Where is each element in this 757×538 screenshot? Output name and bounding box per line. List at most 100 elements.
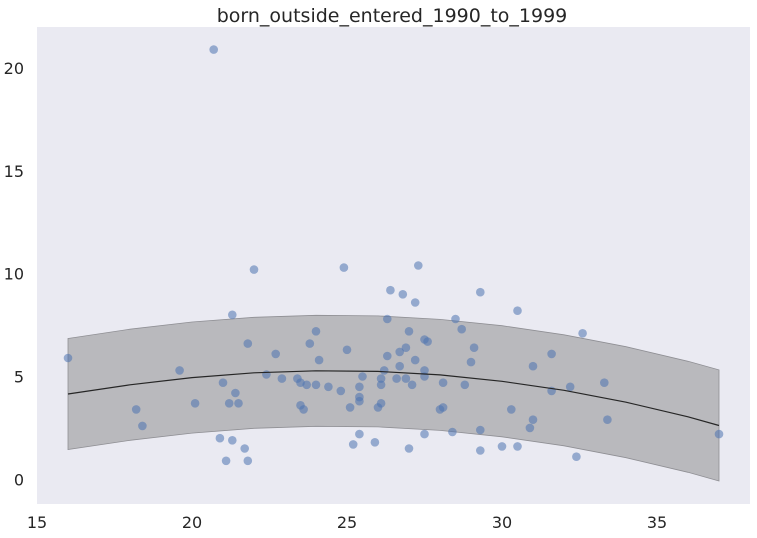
data-point [401, 343, 411, 353]
y-tick-label: 10 [4, 265, 24, 284]
data-points-layer [63, 45, 724, 466]
data-point [438, 403, 448, 412]
data-point [324, 382, 333, 392]
data-point [234, 399, 243, 408]
data-point [401, 374, 411, 383]
data-point [190, 399, 200, 408]
confidence-band [67, 314, 720, 482]
data-point [513, 442, 522, 451]
data-point [243, 456, 253, 466]
data-point [311, 380, 321, 390]
data-point [392, 374, 401, 383]
data-point [228, 436, 237, 445]
data-point [383, 314, 392, 324]
data-point [513, 306, 522, 316]
data-point [497, 442, 507, 451]
data-point [600, 378, 609, 388]
data-point [460, 380, 470, 390]
y-tick-label: 15 [4, 162, 24, 181]
data-point [603, 415, 612, 425]
data-point [376, 380, 386, 390]
data-point [451, 314, 460, 324]
data-point [358, 372, 367, 381]
fit-line [67, 370, 720, 427]
data-point [457, 324, 467, 334]
data-point [410, 298, 420, 307]
data-point [414, 261, 423, 270]
data-point [438, 378, 448, 388]
data-point [578, 329, 587, 338]
data-point [395, 361, 405, 371]
data-point [376, 399, 386, 408]
data-point [314, 355, 324, 365]
data-point [448, 427, 457, 437]
data-point [407, 380, 417, 390]
data-point [311, 327, 321, 336]
data-point [476, 287, 485, 297]
data-point [383, 351, 392, 361]
x-tick-label: 25 [337, 513, 357, 532]
data-point [379, 366, 389, 375]
data-point [355, 429, 364, 439]
data-point [398, 290, 408, 299]
data-point [131, 405, 141, 414]
data-point [302, 380, 312, 390]
data-point [528, 361, 538, 371]
fit-line-layer [67, 370, 720, 427]
y-tick-label: 0 [14, 470, 24, 489]
data-point [355, 392, 364, 402]
data-point [507, 405, 516, 414]
data-point [336, 386, 346, 396]
data-point [299, 405, 308, 414]
data-point [243, 339, 253, 348]
data-point [476, 425, 485, 435]
data-point [342, 345, 352, 355]
x-tick-label: 30 [492, 513, 512, 532]
data-point [339, 263, 349, 272]
data-point [370, 438, 380, 447]
data-point [714, 429, 724, 439]
data-point [376, 374, 386, 383]
x-axis-ticks: 15 20 25 30 35 [27, 513, 667, 532]
x-tick-label: 15 [27, 513, 47, 532]
data-point [345, 403, 355, 412]
data-point [528, 415, 538, 425]
data-point [348, 440, 358, 449]
data-point [277, 374, 287, 383]
x-tick-label: 35 [647, 513, 667, 532]
data-point [215, 433, 225, 443]
data-point [466, 357, 476, 367]
data-point [175, 366, 184, 375]
data-point [420, 366, 429, 375]
data-point [249, 265, 259, 274]
data-point [565, 382, 575, 392]
y-tick-label: 5 [14, 368, 24, 387]
data-point [420, 429, 429, 439]
data-point [63, 353, 73, 363]
chart-title: born_outside_entered_1990_to_1999 [217, 5, 568, 27]
y-tick-label: 20 [4, 59, 24, 78]
data-point [386, 285, 395, 295]
data-point [423, 337, 432, 346]
data-point [240, 444, 249, 453]
data-point [410, 355, 420, 365]
data-point [395, 347, 405, 357]
data-point [209, 45, 218, 54]
data-point [476, 446, 485, 455]
data-point [572, 452, 581, 462]
data-point [547, 349, 556, 359]
data-point [262, 370, 271, 379]
confidence-band-layer [67, 314, 720, 482]
data-point [355, 382, 364, 392]
data-point [271, 349, 281, 359]
data-point [231, 388, 240, 398]
data-point [469, 343, 479, 353]
x-tick-label: 20 [182, 513, 202, 532]
data-point [525, 423, 535, 433]
data-point [218, 378, 228, 388]
data-point [305, 339, 315, 348]
data-point [221, 456, 231, 466]
data-point [404, 327, 414, 336]
y-axis-ticks: 0 5 10 15 20 [4, 59, 24, 489]
